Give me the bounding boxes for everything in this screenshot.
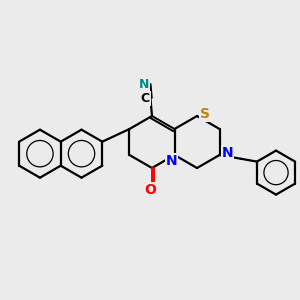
- Text: N: N: [222, 146, 233, 160]
- Text: S: S: [200, 107, 210, 121]
- Text: O: O: [144, 183, 156, 197]
- Text: N: N: [166, 154, 177, 168]
- Text: N: N: [139, 78, 149, 91]
- Text: C: C: [141, 92, 150, 105]
